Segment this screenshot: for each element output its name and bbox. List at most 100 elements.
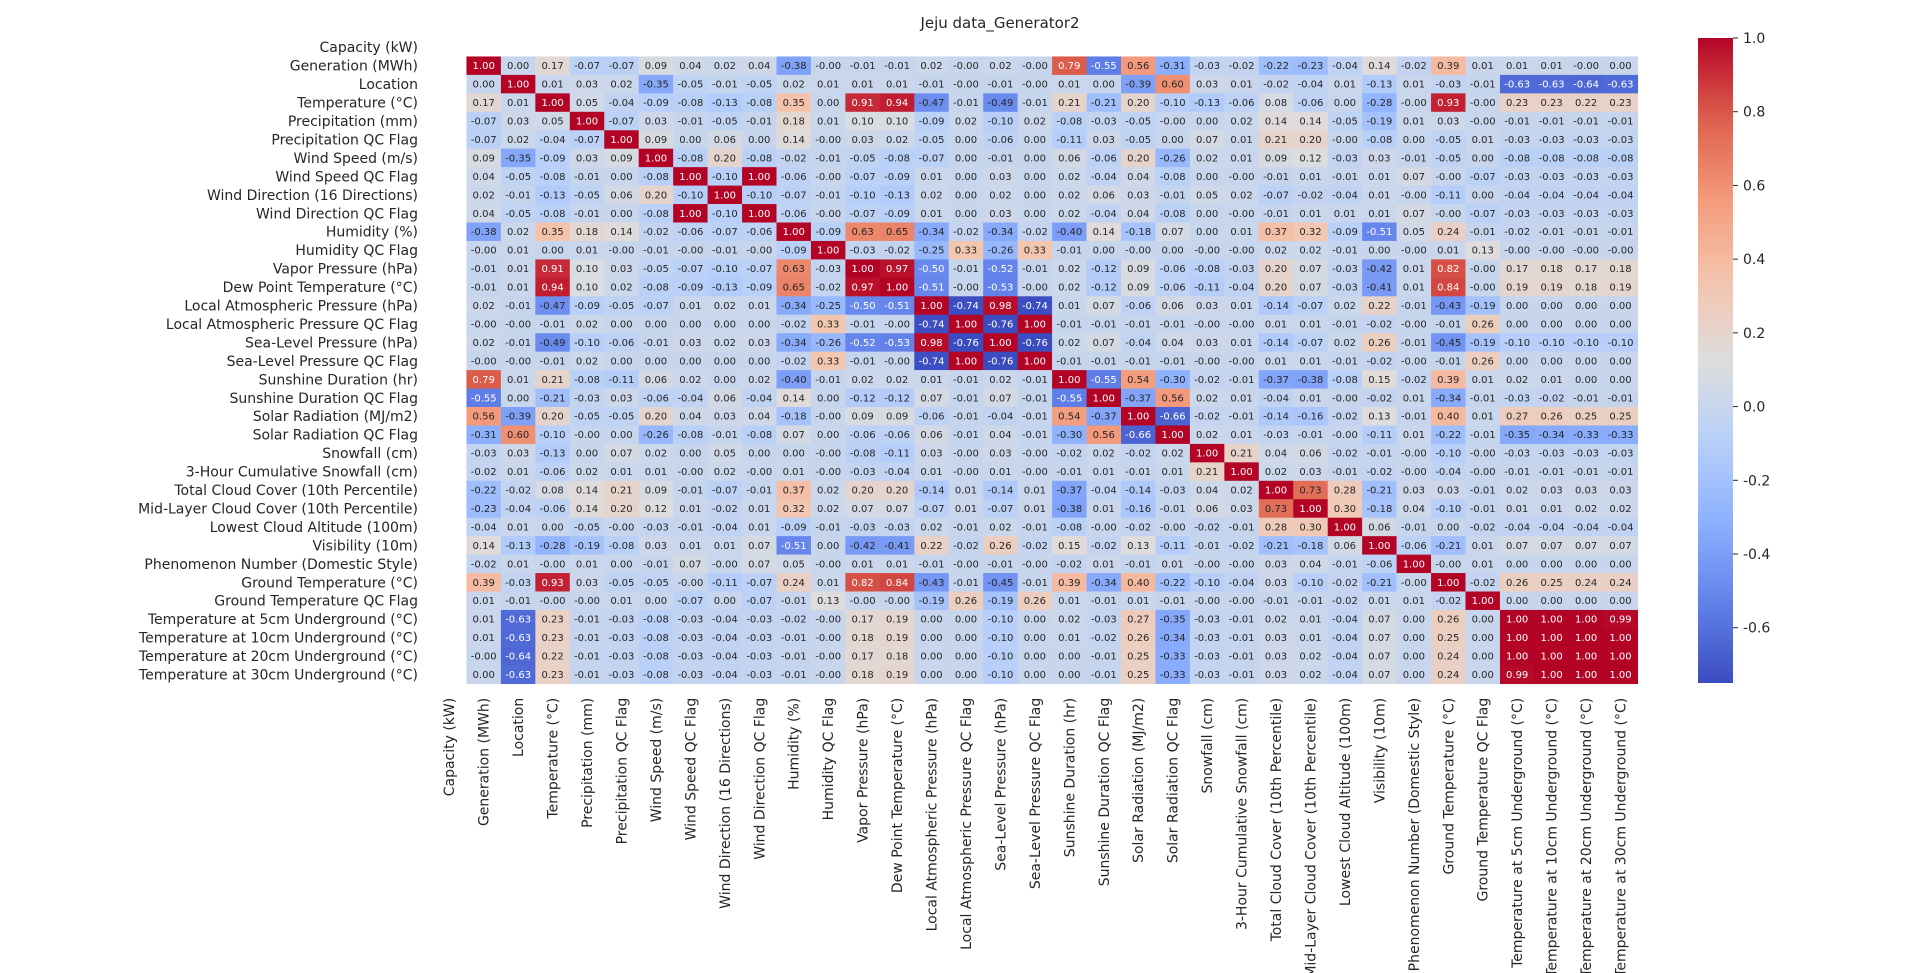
cell-value-label: 0.03 bbox=[1196, 80, 1218, 91]
column-label: Local Atmospheric Pressure (hPa) bbox=[925, 698, 941, 932]
cell-value-label: -0.10 bbox=[1539, 338, 1565, 349]
cell-value-label: -0.01 bbox=[1229, 670, 1255, 681]
cell-value-label: -0.04 bbox=[1091, 172, 1117, 183]
cell-value-label: -0.10 bbox=[677, 190, 703, 201]
cell-value-label: 0.00 bbox=[783, 449, 805, 460]
cell-value-label: 0.07 bbox=[1368, 652, 1390, 663]
heatmap-cell bbox=[1431, 517, 1466, 537]
cell-value-label: -0.01 bbox=[1194, 541, 1220, 552]
cell-value-label: -0.14 bbox=[919, 486, 945, 497]
heatmap-cell bbox=[1293, 296, 1328, 316]
cell-value-label: 0.63 bbox=[851, 227, 873, 238]
heatmap-cell bbox=[1534, 443, 1570, 463]
column-label: Wind Speed (m/s) bbox=[649, 698, 665, 823]
heatmap-cell bbox=[914, 499, 950, 518]
cell-value-label: 0.07 bbox=[1403, 209, 1425, 220]
cell-value-label: -0.14 bbox=[1263, 301, 1289, 312]
heatmap-cell bbox=[1258, 296, 1294, 316]
cell-value-label: 0.37 bbox=[783, 486, 805, 497]
heatmap-cell bbox=[983, 74, 1018, 94]
heatmap-cell bbox=[1603, 536, 1639, 555]
cell-value-label: -0.00 bbox=[953, 61, 979, 72]
cell-value-label: 0.01 bbox=[1299, 172, 1321, 183]
heatmap-cell bbox=[914, 167, 950, 186]
heatmap-cell bbox=[742, 296, 777, 316]
cell-value-label: -0.37 bbox=[1125, 393, 1151, 404]
cell-value-label: -0.07 bbox=[1470, 209, 1496, 220]
cell-value-label: 0.05 bbox=[1196, 190, 1218, 201]
column-label: Total Cloud Cover (10th Percentile) bbox=[1269, 698, 1285, 943]
cell-value-label: 0.03 bbox=[851, 135, 873, 146]
cell-value-label: -0.08 bbox=[540, 172, 566, 183]
heatmap-cell bbox=[1121, 130, 1156, 149]
cell-value-label: 1.00 bbox=[886, 283, 908, 294]
cell-value-label: 0.73 bbox=[1265, 504, 1287, 515]
heatmap-cell bbox=[500, 388, 536, 408]
heatmap-cell bbox=[1258, 314, 1294, 334]
heatmap-cell bbox=[1465, 407, 1501, 426]
cell-value-label: 0.01 bbox=[1230, 338, 1252, 349]
cell-value-label: -0.01 bbox=[1470, 80, 1496, 91]
heatmap-cell bbox=[707, 74, 743, 94]
cell-value-label: 0.39 bbox=[1437, 61, 1459, 72]
cell-value-label: 0.97 bbox=[886, 264, 908, 275]
heatmap-cell bbox=[1568, 240, 1604, 260]
cell-value-label: 0.03 bbox=[989, 209, 1011, 220]
heatmap-cell bbox=[845, 277, 881, 297]
row-label: Precipitation QC Flag bbox=[271, 132, 418, 148]
cell-value-label: -0.06 bbox=[919, 412, 945, 423]
cell-value-label: 1.00 bbox=[576, 117, 598, 128]
heatmap-cell bbox=[983, 462, 1018, 482]
heatmap-cell bbox=[1052, 259, 1087, 279]
cell-value-label: -0.01 bbox=[1022, 412, 1048, 423]
heatmap-cell bbox=[1052, 148, 1087, 168]
cell-value-label: 0.24 bbox=[783, 578, 805, 589]
heatmap-cell bbox=[638, 259, 674, 279]
heatmap-cell bbox=[1189, 333, 1225, 352]
cell-value-label: -0.53 bbox=[884, 338, 910, 349]
heatmap-cell bbox=[1465, 333, 1501, 352]
heatmap-cell bbox=[1534, 462, 1570, 482]
cell-value-label: -0.07 bbox=[609, 61, 635, 72]
cell-value-label: 0.02 bbox=[714, 467, 736, 478]
heatmap-cell bbox=[707, 204, 743, 223]
heatmap-cell bbox=[1465, 480, 1501, 500]
heatmap-cell bbox=[1017, 314, 1053, 334]
heatmap-cell bbox=[742, 56, 777, 76]
cell-value-label: 1.00 bbox=[541, 98, 563, 109]
cell-value-label: -0.01 bbox=[1022, 375, 1048, 386]
heatmap-cell bbox=[1224, 222, 1260, 242]
heatmap-cell bbox=[1603, 74, 1639, 94]
cell-value-label: 1.00 bbox=[679, 209, 701, 220]
cell-value-label: -0.26 bbox=[643, 430, 669, 441]
heatmap-cell bbox=[1224, 351, 1260, 371]
cell-value-label: -0.05 bbox=[609, 578, 635, 589]
heatmap-cell bbox=[776, 296, 812, 316]
cell-value-label: 0.02 bbox=[714, 61, 736, 72]
heatmap-cell bbox=[1396, 185, 1432, 205]
heatmap-cell bbox=[638, 499, 674, 518]
heatmap-cell bbox=[1396, 259, 1432, 279]
heatmap-cell bbox=[535, 130, 571, 149]
heatmap-cell bbox=[466, 130, 502, 149]
cell-value-label: -0.28 bbox=[1366, 98, 1392, 109]
cell-value-label: -0.26 bbox=[987, 246, 1013, 257]
heatmap-cell bbox=[638, 425, 674, 445]
row-label: Sunshine Duration (hr) bbox=[259, 372, 418, 388]
cell-value-label: -0.00 bbox=[815, 652, 841, 663]
heatmap-cell bbox=[776, 388, 812, 408]
cell-value-label: -0.01 bbox=[1229, 633, 1255, 644]
cell-value-label: -0.00 bbox=[574, 430, 600, 441]
cell-value-label: 0.19 bbox=[1609, 283, 1631, 294]
heatmap-cell bbox=[1017, 93, 1053, 113]
cell-value-label: -0.03 bbox=[1435, 80, 1461, 91]
cell-value-label: 0.04 bbox=[1162, 338, 1184, 349]
heatmap-cell bbox=[742, 93, 777, 113]
column-label: Ground Temperature QC Flag bbox=[1476, 698, 1492, 902]
heatmap-cell bbox=[1327, 148, 1363, 168]
cell-value-label: -0.00 bbox=[540, 596, 566, 607]
heatmap-cell bbox=[535, 204, 571, 223]
cell-value-label: 0.00 bbox=[610, 209, 632, 220]
cell-value-label: 0.09 bbox=[645, 135, 667, 146]
cell-value-label: -0.02 bbox=[1470, 578, 1496, 589]
